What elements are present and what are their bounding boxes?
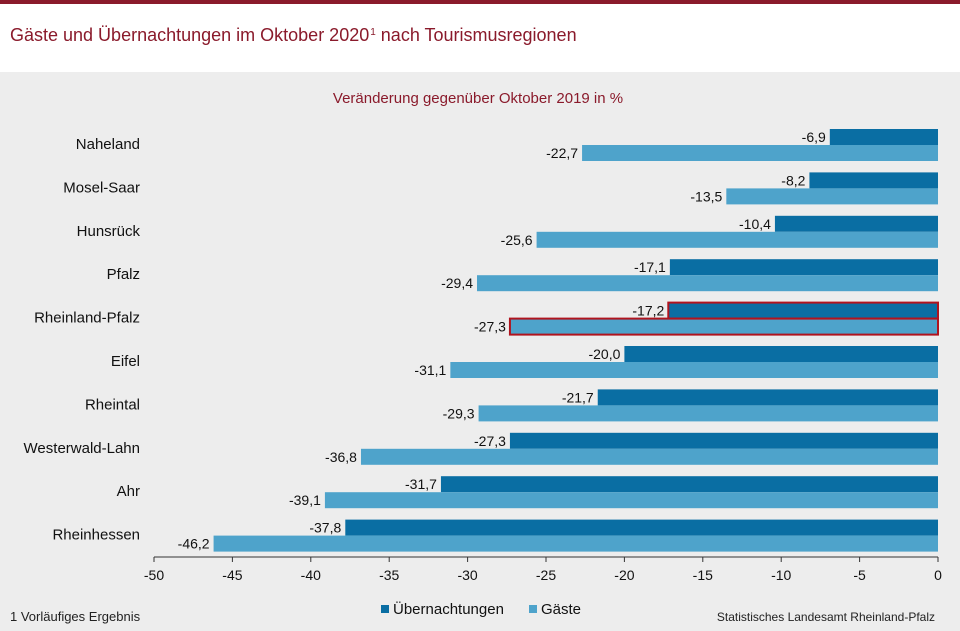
bar-gaeste xyxy=(478,405,938,422)
bar-gaeste xyxy=(726,188,938,205)
bar-gaeste xyxy=(324,492,938,509)
bar-gaeste xyxy=(360,448,938,465)
x-tick-label: -5 xyxy=(853,567,866,583)
data-label-uebernachtungen: -37,8 xyxy=(309,520,341,536)
x-tick-label: 0 xyxy=(934,567,942,583)
x-tick-label: -15 xyxy=(693,567,713,583)
data-label-gaeste: -25,6 xyxy=(501,232,533,248)
category-label: Mosel-Saar xyxy=(63,179,140,196)
bar-gaeste xyxy=(582,145,938,161)
bar-gaeste xyxy=(477,275,938,292)
bar-gaeste xyxy=(213,535,939,552)
data-label-gaeste: -27,3 xyxy=(474,319,506,335)
data-label-uebernachtungen: -17,1 xyxy=(634,259,666,275)
data-label-gaeste: -29,3 xyxy=(443,405,475,421)
x-tick-label: -35 xyxy=(379,567,399,583)
data-label-uebernachtungen: -10,4 xyxy=(739,216,771,232)
bar-uebernachtungen xyxy=(597,389,938,406)
bar-gaeste xyxy=(508,317,939,336)
data-label-gaeste: -29,4 xyxy=(441,275,473,291)
data-label-gaeste: -46,2 xyxy=(178,536,210,552)
data-label-uebernachtungen: -20,0 xyxy=(588,346,620,362)
bar-uebernachtungen xyxy=(774,215,938,232)
bar-uebernachtungen xyxy=(667,301,940,320)
legend-swatch-uebernachtungen xyxy=(381,605,389,613)
chart-subtitle: Veränderung gegenüber Oktober 2019 in % xyxy=(333,90,623,107)
data-label-uebernachtungen: -8,2 xyxy=(781,172,805,188)
data-label-gaeste: -36,8 xyxy=(325,449,357,465)
bar-gaeste xyxy=(536,231,938,248)
data-label-uebernachtungen: -21,7 xyxy=(562,389,594,405)
data-label-uebernachtungen: -27,3 xyxy=(474,433,506,449)
x-tick-label: -10 xyxy=(771,567,791,583)
data-label-gaeste: -13,5 xyxy=(690,188,722,204)
bar-uebernachtungen xyxy=(440,476,938,493)
legend-label-gaeste: Gäste xyxy=(541,601,581,618)
x-tick-label: -20 xyxy=(614,567,634,583)
x-tick-label: -40 xyxy=(301,567,321,583)
x-tick-label: -30 xyxy=(457,567,477,583)
category-label: Eifel xyxy=(111,353,140,370)
bar-uebernachtungen xyxy=(829,129,938,145)
data-label-gaeste: -31,1 xyxy=(414,362,446,378)
category-label: Rheinhessen xyxy=(52,527,140,544)
footnote: 1 Vorläufiges Ergebnis xyxy=(10,609,141,624)
data-label-uebernachtungen: -6,9 xyxy=(802,129,826,145)
category-label: Westerwald-Lahn xyxy=(24,440,140,457)
source-credit: Statistisches Landesamt Rheinland-Pfalz xyxy=(716,610,935,624)
bar-uebernachtungen xyxy=(669,259,938,276)
data-label-uebernachtungen: -31,7 xyxy=(405,476,437,492)
data-label-gaeste: -39,1 xyxy=(289,492,321,508)
bar-uebernachtungen xyxy=(624,346,938,362)
bar-uebernachtungen xyxy=(345,519,938,536)
category-label: Hunsrück xyxy=(77,223,141,240)
category-label: Ahr xyxy=(117,483,140,500)
category-label: Rheintal xyxy=(85,396,140,413)
page-title-main: Gäste und Übernachtungen im Oktober 2020 xyxy=(10,25,370,45)
x-tick-label: -45 xyxy=(222,567,242,583)
x-tick-label: -50 xyxy=(144,567,164,583)
category-label: Rheinland-Pfalz xyxy=(34,310,140,327)
title-footnote-mark: 1 xyxy=(370,27,376,38)
title-band xyxy=(0,4,960,72)
x-tick-label: -25 xyxy=(536,567,556,583)
page-title-suffix: nach Tourismusregionen xyxy=(375,25,577,45)
bar-uebernachtungen xyxy=(509,432,938,449)
bar-gaeste xyxy=(450,362,938,378)
legend-label-uebernachtungen: Übernachtungen xyxy=(393,600,504,618)
top-accent-bar xyxy=(0,0,960,4)
data-label-uebernachtungen: -17,2 xyxy=(632,303,664,319)
bar-uebernachtungen xyxy=(809,172,938,189)
category-label: Naheland xyxy=(76,136,140,153)
legend-swatch-gaeste xyxy=(529,605,537,613)
page-title: Gäste und Übernachtungen im Oktober 2020… xyxy=(10,25,577,46)
category-label: Pfalz xyxy=(107,266,140,283)
data-label-gaeste: -22,7 xyxy=(546,145,578,161)
